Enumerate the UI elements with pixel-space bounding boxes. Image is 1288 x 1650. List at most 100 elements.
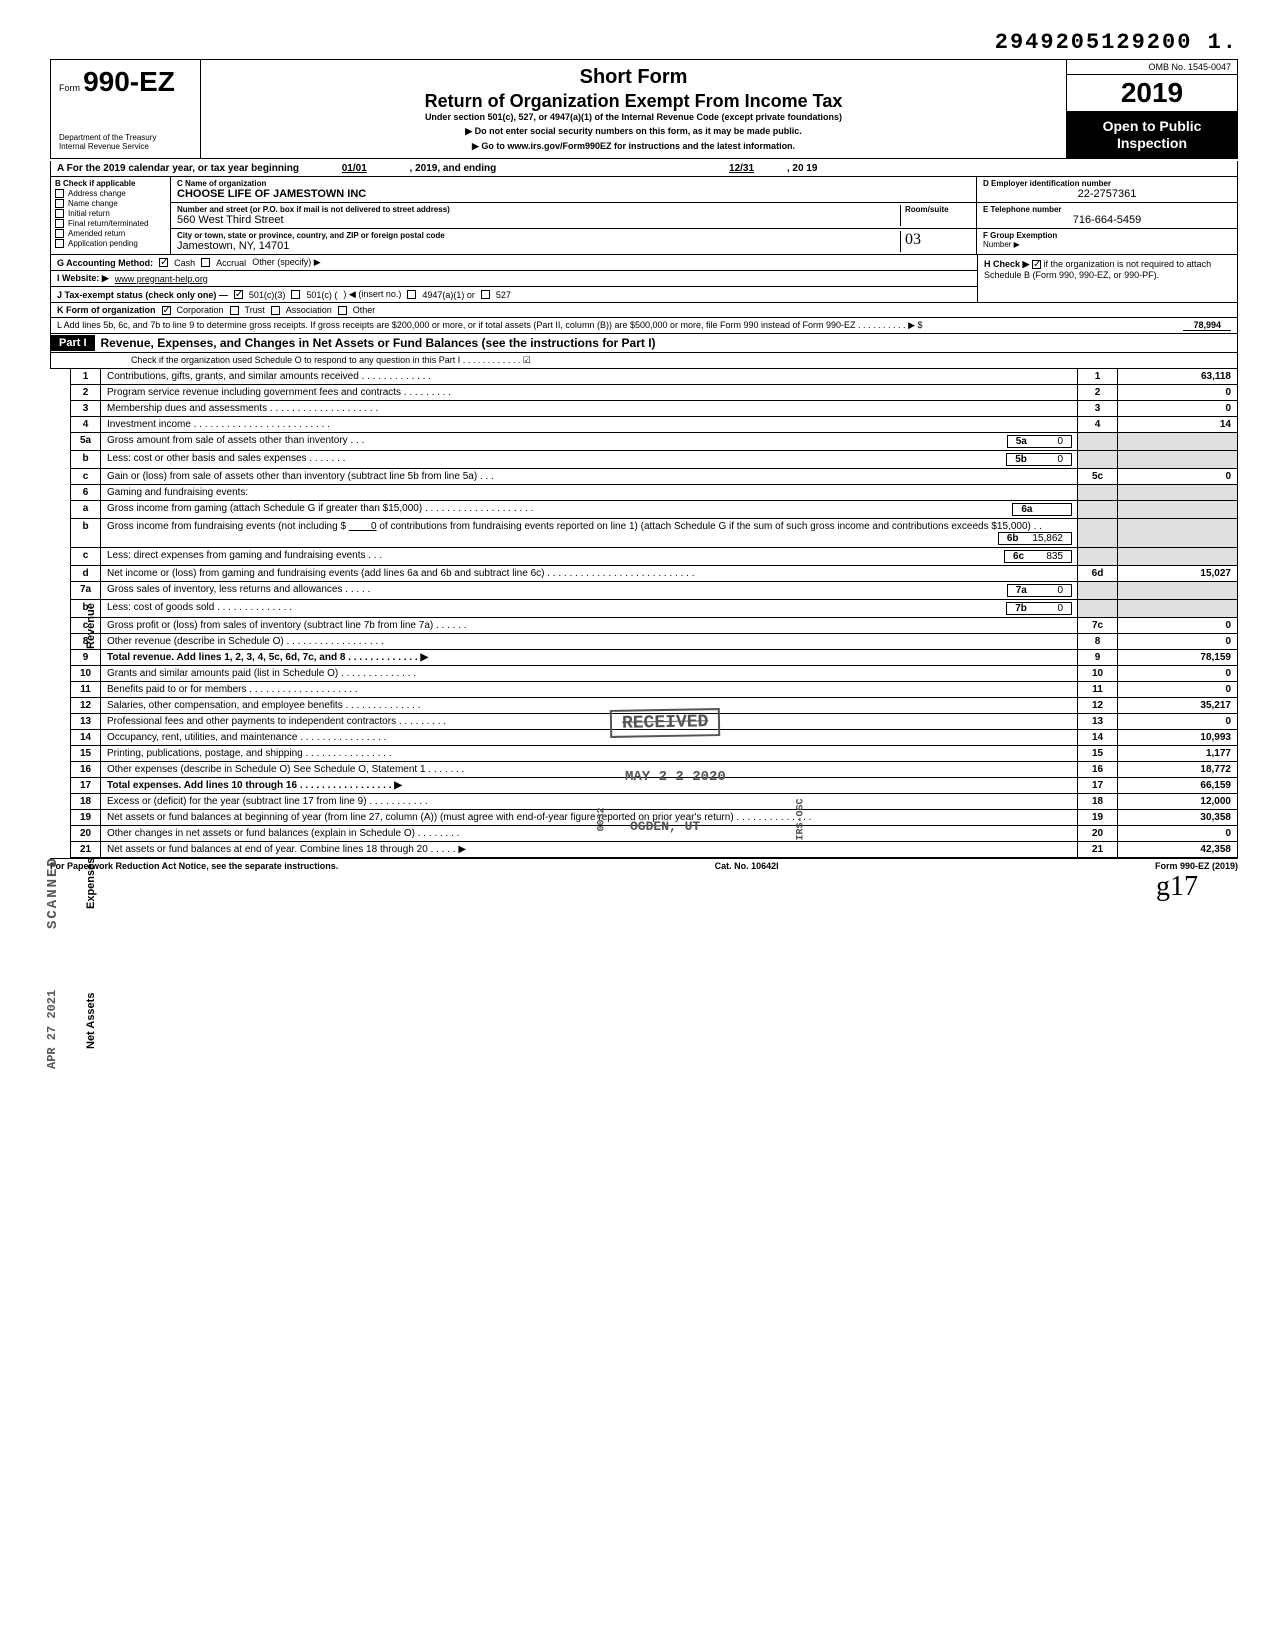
check-527[interactable] (481, 290, 490, 299)
check-trust[interactable] (230, 306, 239, 315)
line-ref: 21 (1078, 842, 1118, 858)
check-pending[interactable] (55, 239, 64, 248)
check-accrual[interactable] (201, 258, 210, 267)
line-desc: Membership dues and assessments . . . . … (101, 401, 1078, 417)
sub-line-ref: 6a (1021, 504, 1032, 515)
table-row: bGross income from fundraising events (n… (71, 519, 1238, 548)
check-cash[interactable] (159, 258, 168, 267)
line-desc: Gaming and fundraising events: (101, 485, 1078, 501)
period-mid: , 2019, and ending (410, 163, 497, 174)
j-label: J Tax-exempt status (check only one) — (57, 290, 228, 300)
line-amount: 12,000 (1118, 794, 1238, 810)
part1-title: Revenue, Expenses, and Changes in Net As… (95, 334, 662, 352)
date-stamp: MAY 2 2 2020 (625, 769, 726, 785)
line-ref: 5c (1078, 469, 1118, 485)
table-row: 11Benefits paid to or for members . . . … (71, 682, 1238, 698)
line-num: 18 (71, 794, 101, 810)
line-desc: Gross sales of inventory, less returns a… (101, 582, 1078, 600)
open-to-public: Open to Public Inspection (1067, 112, 1237, 158)
table-row: bLess: cost or other basis and sales exp… (71, 451, 1238, 469)
check-final-return[interactable] (55, 219, 64, 228)
line-desc: Grants and similar amounts paid (list in… (101, 666, 1078, 682)
line-desc: Less: cost of goods sold . . . . . . . .… (101, 600, 1078, 618)
line-ref: 20 (1078, 826, 1118, 842)
label-other-method: Other (specify) ▶ (252, 257, 320, 268)
label-501c3: 501(c)(3) (249, 290, 286, 300)
table-row: 2Program service revenue including gover… (71, 385, 1238, 401)
label-trust: Trust (245, 305, 265, 315)
sub-line-val: 0 (1057, 603, 1063, 614)
check-501c[interactable] (291, 290, 300, 299)
table-row: 9Total revenue. Add lines 1, 2, 3, 4, 5c… (71, 650, 1238, 666)
line-num: 7a (71, 582, 101, 600)
sub-line-val: 0 (1057, 436, 1063, 447)
line-amount: 78,159 (1118, 650, 1238, 666)
check-b-label: B Check if applicable (55, 179, 166, 188)
period-end-year: , 20 19 (787, 163, 818, 174)
column-b: B Check if applicable Address change Nam… (51, 177, 171, 254)
line-num: d (71, 566, 101, 582)
line-desc: Net assets or fund balances at beginning… (101, 810, 1078, 826)
location-stamp: OGDEN, UT (630, 819, 700, 834)
line-amount: 18,772 (1118, 762, 1238, 778)
line-num: 4 (71, 417, 101, 433)
line-amount: 1,177 (1118, 746, 1238, 762)
sub-line-val: 15,862 (1032, 533, 1063, 544)
line-desc: Gross income from gaming (attach Schedul… (101, 501, 1078, 519)
sidebar-expenses: Expenses (85, 858, 97, 909)
sub-line-val: 0 (1057, 454, 1063, 465)
period-end-month: 12/31 (699, 163, 784, 174)
code1-stamp: 0032 (597, 807, 608, 831)
sub-line-val: 0 (1057, 585, 1063, 596)
shaded-cell (1078, 582, 1118, 600)
check-association[interactable] (271, 306, 280, 315)
part1-header-row: Part I Revenue, Expenses, and Changes in… (50, 334, 1238, 353)
line-ref: 2 (1078, 385, 1118, 401)
check-other-org[interactable] (338, 306, 347, 315)
handwritten-signature: g17 (50, 871, 1238, 903)
shaded-cell (1118, 600, 1238, 618)
line-ref: 16 (1078, 762, 1118, 778)
table-row: aGross income from gaming (attach Schedu… (71, 501, 1238, 519)
line-ref: 11 (1078, 682, 1118, 698)
table-row: 7aGross sales of inventory, less returns… (71, 582, 1238, 600)
shaded-cell (1078, 501, 1118, 519)
line-desc-text: Less: cost of goods sold . . . . . . . .… (107, 602, 292, 613)
line-amount: 14 (1118, 417, 1238, 433)
ein-value: 22-2757361 (983, 188, 1231, 200)
check-address-change[interactable] (55, 189, 64, 198)
table-row: 4Investment income . . . . . . . . . . .… (71, 417, 1238, 433)
label-4947: 4947(a)(1) or (422, 290, 475, 300)
label-final-return: Final return/terminated (68, 219, 148, 228)
i-label: I Website: ▶ (57, 273, 109, 284)
sub-line-ref: 5b (1015, 454, 1027, 465)
l-text: L Add lines 5b, 6c, and 7b to line 9 to … (57, 320, 923, 331)
line-ref: 3 (1078, 401, 1118, 417)
footer-mid: Cat. No. 10642I (715, 861, 779, 871)
ein-label: D Employer identification number (983, 179, 1231, 188)
form-header: Form 990-EZ Department of the Treasury I… (50, 59, 1238, 159)
line-num: 9 (71, 650, 101, 666)
table-row: 21Net assets or fund balances at end of … (71, 842, 1238, 858)
check-initial-return[interactable] (55, 209, 64, 218)
group-exempt-label: F Group Exemption (983, 231, 1231, 240)
check-schedule-b[interactable] (1032, 260, 1041, 269)
line-desc-text: Gross amount from sale of assets other t… (107, 435, 364, 446)
period-row: A For the 2019 calendar year, or tax yea… (50, 161, 1238, 177)
check-501c3[interactable] (234, 290, 243, 299)
period-label-a: A For the 2019 calendar year, or tax yea… (57, 163, 299, 174)
line-ref: 8 (1078, 634, 1118, 650)
line-desc: Excess or (deficit) for the year (subtra… (101, 794, 1078, 810)
check-corporation[interactable] (162, 306, 171, 315)
check-4947[interactable] (407, 290, 416, 299)
line-num: 14 (71, 730, 101, 746)
check-amended[interactable] (55, 229, 64, 238)
l-value: 78,994 (1183, 320, 1231, 331)
short-form-label: Short Form (209, 66, 1058, 89)
table-row: dNet income or (loss) from gaming and fu… (71, 566, 1238, 582)
line-amount: 42,358 (1118, 842, 1238, 858)
shaded-cell (1078, 519, 1118, 548)
part1-check-line: Check if the organization used Schedule … (50, 353, 1238, 369)
scanned-stamp: SCANNED (45, 856, 61, 929)
check-name-change[interactable] (55, 199, 64, 208)
